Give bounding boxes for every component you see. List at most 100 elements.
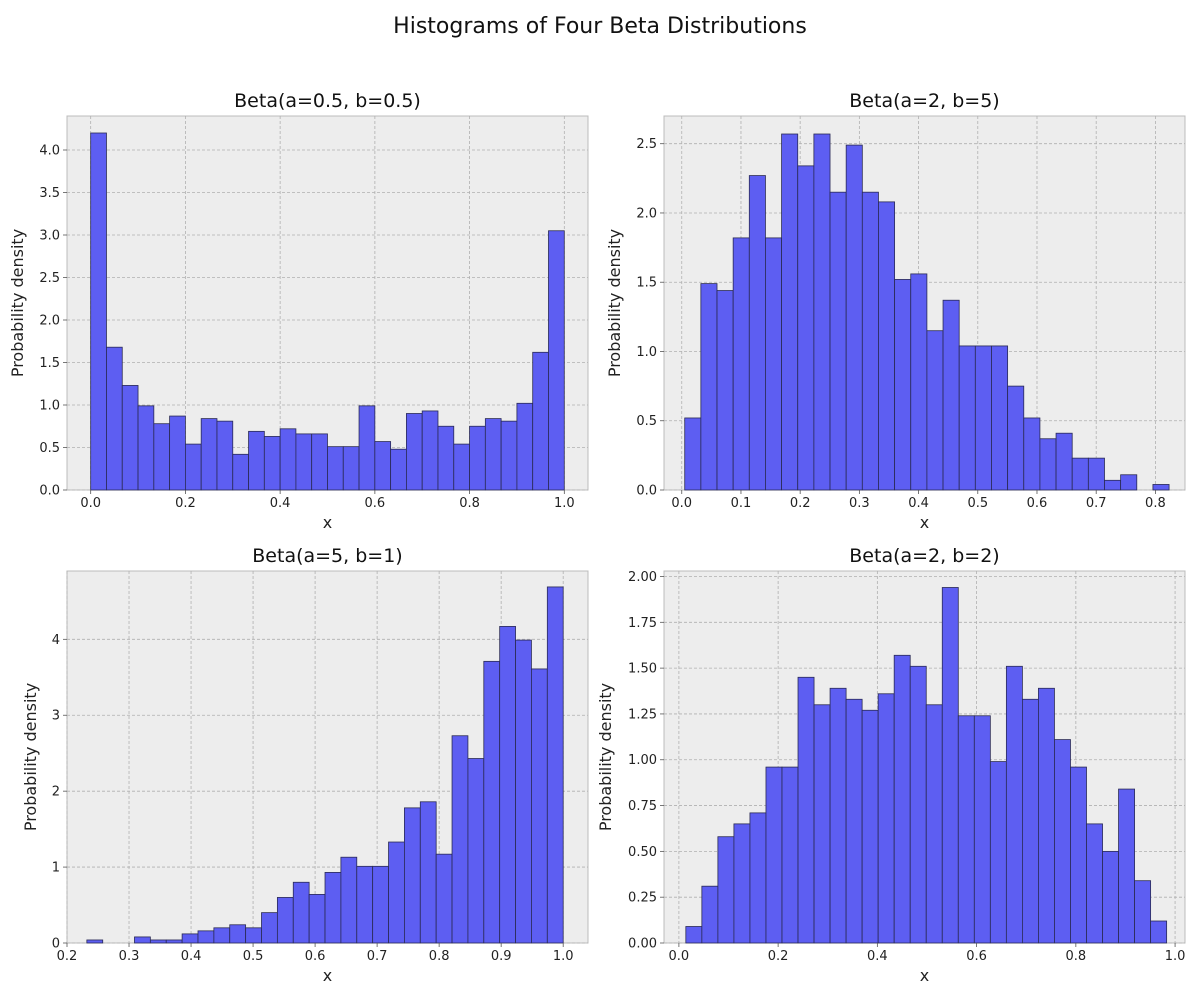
- histogram-bar: [435, 853, 453, 944]
- subplot-3: 0.2 0.3 0.4 0.5 0.6 0.7 0.8 0.9 1.0 0 1 2 3 4 Beta(a=5…: [21, 545, 589, 985]
- histogram-bar: [169, 415, 186, 491]
- x-tick-label: 0.2: [175, 496, 196, 511]
- histogram-bar: [181, 933, 199, 944]
- histogram-bar: [121, 385, 139, 491]
- y-tick-label: 4: [52, 633, 60, 648]
- y-tick-label: 2: [52, 785, 60, 800]
- histogram-bar: [469, 425, 486, 491]
- y-tick-label: 3.5: [39, 186, 60, 201]
- histogram-bar: [942, 299, 960, 491]
- y-tick-label: 4.0: [39, 144, 60, 159]
- y-tick-label: 0.5: [39, 441, 60, 456]
- histogram-bar: [388, 841, 405, 944]
- y-tick-label: 1.0: [636, 345, 657, 360]
- x-tick-label: 0.4: [867, 949, 888, 964]
- histogram-bar: [1118, 788, 1135, 944]
- subplot-title: Beta(a=2, b=2): [849, 545, 999, 567]
- histogram-bar: [1120, 474, 1138, 491]
- y-tick-label: 2.0: [636, 206, 657, 221]
- histogram-bar: [531, 668, 548, 944]
- figure-title: Histograms of Four Beta Distributions: [393, 14, 807, 39]
- y-tick-label: 2.00: [628, 570, 657, 585]
- subplot-4: 0.0 0.2 0.4 0.6 0.8 1.0 0.00 0.25 0.50 0.75 1.00 1.…: [596, 545, 1186, 985]
- histogram-bar: [1038, 687, 1055, 944]
- histogram-bar: [292, 881, 310, 944]
- x-tick-label: 0.4: [181, 949, 202, 964]
- histogram-bar: [149, 939, 167, 944]
- histogram-bar: [308, 894, 326, 944]
- y-tick-label: 1.00: [628, 753, 657, 768]
- histogram-bar: [499, 626, 516, 944]
- x-tick-label: 0.6: [1027, 496, 1048, 511]
- y-tick-label: 0.0: [636, 484, 657, 499]
- histogram-bar: [973, 715, 991, 944]
- y-tick-label: 0.25: [628, 891, 657, 906]
- subplot-title: Beta(a=0.5, b=0.5): [234, 90, 421, 112]
- histogram-bar: [1039, 438, 1057, 491]
- histogram-bar: [877, 693, 895, 944]
- x-tick-label: 0.6: [305, 949, 326, 964]
- histogram-bar: [748, 175, 766, 491]
- histogram-bar: [1007, 385, 1025, 491]
- x-tick-label: 0.7: [1086, 496, 1107, 511]
- histogram-bar: [701, 885, 719, 944]
- y-axis-label: Probability density: [21, 683, 40, 831]
- histogram-bar: [732, 237, 750, 491]
- histogram-bar: [1152, 484, 1170, 491]
- x-tick-label: 0.0: [669, 949, 690, 964]
- y-tick-label: 1: [52, 861, 60, 876]
- histogram-bar: [1102, 850, 1119, 944]
- histogram-bar: [248, 430, 265, 491]
- histogram-bar: [532, 351, 549, 491]
- histogram-bar: [1005, 665, 1023, 944]
- y-tick-label: 0.75: [628, 799, 657, 814]
- subplot-title: Beta(a=2, b=5): [849, 90, 999, 112]
- y-axis-label: Probability density: [596, 683, 615, 831]
- y-tick-label: 1.5: [39, 356, 60, 371]
- histogram-bar: [324, 871, 342, 944]
- y-tick-label: 0: [52, 937, 60, 952]
- y-tick-label: 1.5: [636, 276, 657, 291]
- histogram-bar: [958, 345, 976, 491]
- histogram-bar: [184, 443, 202, 491]
- histogram-bar: [419, 801, 437, 944]
- histogram-bar: [1104, 479, 1122, 491]
- histogram-bar: [548, 230, 565, 491]
- histogram-bar: [878, 201, 896, 491]
- y-tick-label: 1.50: [628, 662, 657, 677]
- histogram-bar: [374, 441, 392, 491]
- x-axis-label: x: [323, 513, 332, 532]
- x-tick-label: 0.4: [270, 496, 291, 511]
- x-tick-label: 0.5: [243, 949, 264, 964]
- x-tick-label: 0.2: [768, 949, 789, 964]
- histogram-bar: [153, 423, 171, 491]
- x-tick-label: 0.9: [491, 949, 512, 964]
- y-tick-label: 1.0: [39, 399, 60, 414]
- y-tick-label: 3.0: [39, 229, 60, 244]
- x-tick-label: 0.5: [967, 496, 988, 511]
- histogram-bar: [765, 766, 783, 944]
- histogram-bar: [295, 433, 313, 491]
- histogram-bar: [311, 433, 328, 491]
- histogram-bar: [861, 191, 879, 491]
- x-axis-label: x: [920, 513, 929, 532]
- histogram-bar: [437, 425, 455, 491]
- histogram-bar: [941, 587, 959, 944]
- histogram-bar: [276, 897, 294, 944]
- histogram-bar: [813, 704, 831, 944]
- x-tick-label: 0.3: [119, 949, 140, 964]
- subplot-1: 0.0 0.2 0.4 0.6 0.8 1.0 0.0 0.5 1.0 1.5 2.0 2.5 3.0 3…: [8, 90, 589, 532]
- histogram-bar: [515, 639, 532, 944]
- histogram-bar: [1134, 880, 1152, 944]
- x-tick-label: 0.1: [731, 496, 752, 511]
- histogram-bar: [925, 704, 943, 944]
- histogram-bar: [546, 586, 564, 944]
- histogram-bar: [327, 446, 344, 491]
- x-tick-label: 1.0: [553, 949, 574, 964]
- subplot-title: Beta(a=5, b=1): [252, 545, 402, 567]
- histogram-bar: [342, 446, 360, 491]
- y-tick-label: 0.5: [636, 414, 657, 429]
- histogram-bar: [684, 417, 702, 491]
- histogram-bar: [957, 715, 975, 944]
